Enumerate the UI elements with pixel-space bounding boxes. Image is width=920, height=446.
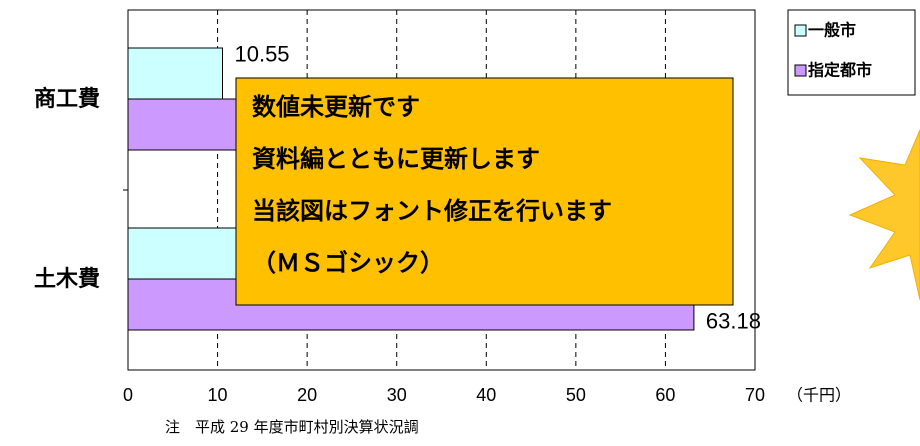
starburst bbox=[848, 129, 920, 301]
legend-label: 一般市 bbox=[808, 21, 856, 40]
x-tick-label: 40 bbox=[476, 385, 496, 405]
value-label: 63.18 bbox=[706, 308, 761, 333]
x-tick-label: 0 bbox=[123, 385, 133, 405]
legend-swatch bbox=[794, 24, 807, 37]
legend-label: 指定都市 bbox=[808, 61, 872, 80]
x-tick-label: 70 bbox=[745, 385, 765, 405]
annotation-box bbox=[235, 77, 734, 306]
y-tick-label: 商工費 bbox=[34, 86, 100, 112]
note: 注 平成 29 年度市町村別決算状況調 bbox=[165, 418, 419, 436]
y-tick-label: 土木費 bbox=[34, 267, 100, 292]
x-tick-label: 60 bbox=[655, 385, 675, 405]
bar bbox=[127, 47, 223, 100]
annotation-line: 数値未更新です bbox=[252, 93, 420, 121]
annotation-line: 資料編とともに更新します bbox=[252, 145, 540, 173]
legend bbox=[787, 9, 916, 96]
value-label: 10.55 bbox=[234, 41, 289, 66]
legend-swatch bbox=[794, 64, 807, 77]
x-tick-label: 10 bbox=[208, 385, 228, 405]
annotation-line: （ＭＳゴシック） bbox=[252, 249, 444, 277]
x-tick-label: 20 bbox=[297, 385, 317, 405]
x-tick-label: 30 bbox=[387, 385, 407, 405]
x-axis-label: （千円） bbox=[787, 386, 851, 405]
annotation-line: 当該図はフォント修正を行います bbox=[252, 197, 612, 225]
x-tick-label: 50 bbox=[566, 385, 586, 405]
